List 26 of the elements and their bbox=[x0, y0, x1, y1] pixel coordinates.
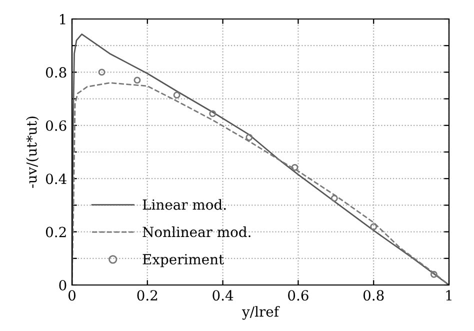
point bbox=[98, 68, 106, 76]
y-tick-label: 0 bbox=[59, 280, 66, 290]
x-axis-title: y/lref bbox=[242, 306, 280, 320]
point bbox=[246, 134, 253, 141]
x-tick-label: 1 bbox=[446, 290, 452, 300]
y-axis-title: -uv/(ut*ut) bbox=[26, 116, 39, 188]
point bbox=[370, 223, 378, 230]
y-tick-label: 1 bbox=[60, 14, 66, 24]
legend-label: Experiment bbox=[142, 254, 224, 268]
point bbox=[430, 270, 438, 278]
legend-label: Nonlinear mod. bbox=[142, 226, 250, 238]
x-tick-label: 0.4 bbox=[212, 290, 234, 301]
x-tick-label: 0 bbox=[68, 290, 76, 301]
x-tick-label: 0.2 bbox=[137, 290, 158, 301]
x-tick-label: 0.6 bbox=[288, 290, 308, 301]
legend-label: Linear mod. bbox=[142, 199, 226, 210]
y-tick-label: 0.6 bbox=[46, 120, 66, 131]
point bbox=[291, 164, 298, 171]
point bbox=[330, 194, 338, 202]
x-tick-label: 0.8 bbox=[363, 290, 384, 301]
y-tick-label: 0.8 bbox=[46, 67, 66, 78]
point bbox=[209, 110, 216, 118]
point bbox=[134, 76, 141, 84]
point bbox=[173, 92, 180, 99]
y-tick-label: 0.4 bbox=[46, 174, 66, 184]
y-tick-label: 0.2 bbox=[46, 226, 66, 238]
